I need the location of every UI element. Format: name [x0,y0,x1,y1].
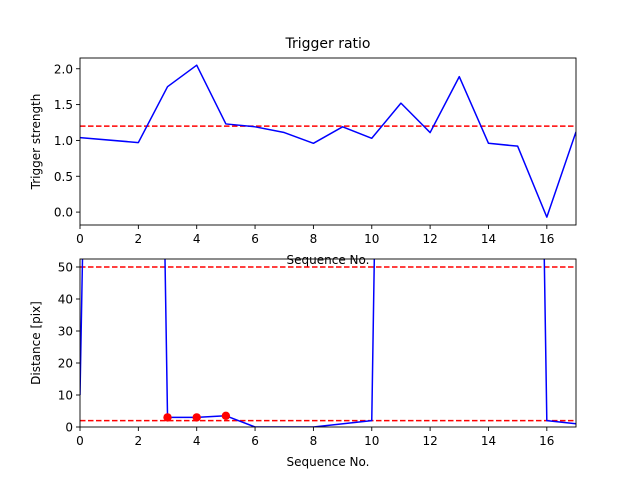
y-tick-label: 1.0 [54,134,73,148]
x-tick-label: 14 [481,434,496,448]
y-axis-label: Trigger strength [29,94,43,191]
x-tick-label: 10 [364,232,379,246]
x-axis-label: Sequence No. [287,253,370,267]
x-tick-label: 0 [76,434,84,448]
x-tick-label: 6 [251,434,259,448]
y-tick-label: 2.0 [54,62,73,76]
y-tick-label: 0.5 [54,170,73,184]
series-line-0 [80,64,576,218]
axes-frame [79,57,577,226]
y-tick-label: 0.0 [54,206,73,220]
x-axis-label: Sequence No. [287,455,370,469]
data-point-marker [163,413,172,422]
distance-chart: 0 2 4 6 8 10 12 14 16 0 10 20 30 40 50 Sequence No. Dist… [29,258,577,469]
y-tick-label: 40 [58,293,73,307]
y-tick-label: 10 [58,389,73,403]
y-tick-label: 20 [58,357,73,371]
x-tick-label: 8 [310,434,318,448]
x-tick-label: 2 [135,232,143,246]
trigger-ratio-chart: 0 2 4 6 8 10 12 14 16 0.0 0.5 1.0 1.5 2.0 Sequence No.… [29,36,577,267]
y-tick-label: 30 [58,325,73,339]
y-tick-label: 0 [65,421,73,435]
x-tick-label: 0 [76,232,84,246]
x-tick-label: 10 [364,434,379,448]
x-tick-label: 8 [310,232,318,246]
y-tick-label: 1.5 [54,98,73,112]
data-point-marker [221,411,231,420]
y-axis-label: Distance [pix] [29,301,43,385]
y-tick-label: 50 [58,261,73,275]
x-tick-label: 12 [422,232,437,246]
x-tick-label: 14 [481,232,496,246]
data-point-marker [192,413,201,422]
x-tick-label: 16 [539,434,554,448]
x-tick-label: 12 [422,434,437,448]
x-tick-label: 6 [251,232,259,246]
chart-title: Trigger ratio [284,36,370,52]
x-tick-label: 2 [135,434,143,448]
axes-frame [79,258,577,428]
plot-area [80,259,576,427]
x-tick-label: 4 [193,434,201,448]
x-tick-label: 16 [539,232,554,246]
x-tick-label: 4 [193,232,201,246]
plot-area [80,64,576,218]
